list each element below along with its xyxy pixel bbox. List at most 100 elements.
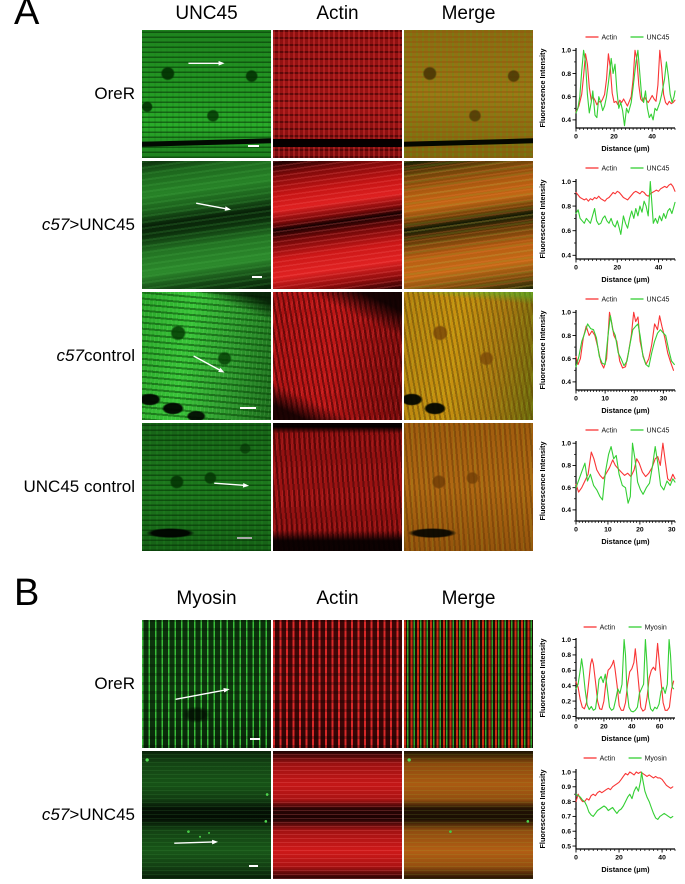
unc45-micrograph xyxy=(142,161,271,289)
y-tick-label: 0.6 xyxy=(562,356,572,363)
x-tick-label: 20 xyxy=(600,724,608,731)
row-label-part: UNC45 control xyxy=(23,477,136,496)
y-tick-label: 1.0 xyxy=(562,441,572,448)
arrow-annotation xyxy=(188,60,225,66)
x-axis-label: Distance (μm) xyxy=(601,537,650,546)
x-tick-label: 20 xyxy=(630,396,638,403)
unc45-micrograph xyxy=(142,423,271,551)
row-label: UNC45 control xyxy=(0,423,138,551)
x-tick-label: 40 xyxy=(658,855,666,862)
y-tick-label: 0.4 xyxy=(562,507,572,514)
legend-label-myosin: Myosin xyxy=(645,624,667,631)
x-axis-label: Distance (μm) xyxy=(601,406,650,415)
actin-micrograph xyxy=(273,30,402,158)
row-label: c57 control xyxy=(0,292,138,420)
row-label-part: c57 xyxy=(41,215,70,234)
scale-bar xyxy=(249,864,259,867)
legend-label-actin: Actin xyxy=(602,165,618,172)
y-tick-label: 0.6 xyxy=(562,829,572,836)
y-axis-label: Fluorescence Intensity xyxy=(538,48,547,128)
actin-micrograph xyxy=(273,292,402,420)
x-axis-label: Distance (μm) xyxy=(601,275,650,284)
row-label-part: OreR xyxy=(94,84,135,103)
y-tick-label: 0.0 xyxy=(562,714,572,721)
arrow-annotation xyxy=(174,839,219,845)
legend-label-actin: Actin xyxy=(602,34,618,41)
merge-micrograph xyxy=(404,620,533,748)
chart-container: 0.4 0.6 0.8 1.0 0 20 40 Actin UNC45 Fluorescence … xyxy=(536,28,685,160)
legend-label-actin: Actin xyxy=(602,296,618,303)
legend-label-actin: Actin xyxy=(600,755,616,762)
y-tick-label: 0.6 xyxy=(562,228,572,235)
y-tick-label: 0.8 xyxy=(562,463,572,470)
legend-label-unc45: UNC45 xyxy=(647,427,670,434)
row-label-part: >UNC45 xyxy=(69,805,135,824)
x-axis-label: Distance (μm) xyxy=(601,865,650,874)
y-tick-label: 0.4 xyxy=(562,683,572,690)
x-tick-label: 40 xyxy=(648,134,656,141)
legend-label-unc45: UNC45 xyxy=(647,296,670,303)
actin-micrograph xyxy=(273,751,402,879)
data-series-actin xyxy=(575,311,675,371)
fluorescence-chart: 0.4 0.6 0.8 1.0 0 10 20 30 Actin UNC45 Fluorescenc… xyxy=(538,296,676,415)
chart-axes xyxy=(575,179,675,260)
myosin-micrograph xyxy=(142,620,271,748)
x-axis-label: Distance (μm) xyxy=(601,144,650,153)
scale-bar xyxy=(247,145,259,148)
x-tick-label: 20 xyxy=(613,265,621,272)
y-tick-label: 1.0 xyxy=(562,48,572,55)
scale-bar xyxy=(240,407,257,410)
y-tick-label: 0.6 xyxy=(562,94,572,101)
row-label-part: c57 xyxy=(41,805,70,824)
scale-bar xyxy=(251,276,262,279)
x-tick-label: 0 xyxy=(574,527,578,534)
actin-micrograph xyxy=(273,423,402,551)
y-axis-label: Fluorescence Intensity xyxy=(538,179,547,259)
y-tick-label: 0.4 xyxy=(562,253,572,260)
y-tick-label: 0.7 xyxy=(562,814,572,821)
column-header-myosin: Myosin xyxy=(176,588,237,609)
y-tick-label: 0.8 xyxy=(562,71,572,78)
y-axis-label: Fluorescence Intensity xyxy=(538,441,547,521)
arrow-annotation xyxy=(214,482,250,488)
y-tick-label: 0.8 xyxy=(562,203,572,210)
chart-container: 0.4 0.6 0.8 1.0 0 10 20 30 Actin UNC45 Fluorescenc… xyxy=(536,421,685,553)
x-tick-label: 20 xyxy=(610,134,618,141)
chart-axes xyxy=(575,769,675,850)
row-label-part: control xyxy=(83,346,135,365)
column-header-merge: Merge xyxy=(441,588,496,609)
merge-micrograph xyxy=(404,161,533,289)
y-tick-label: 1.0 xyxy=(562,637,572,644)
data-series-actin xyxy=(575,183,676,202)
row-label-part: c57 xyxy=(56,346,84,365)
chart-container: 0.4 0.6 0.8 1.0 0 10 20 30 Actin UNC45 Fluorescenc… xyxy=(536,290,685,422)
y-tick-label: 0.5 xyxy=(562,843,572,850)
row-label: OreR xyxy=(0,30,138,158)
fluorescence-chart: 0.4 0.6 0.8 1.0 0 10 20 30 Actin UNC45 Fluorescenc… xyxy=(538,427,676,546)
data-series-actin xyxy=(575,642,675,712)
unc45-micrograph xyxy=(142,292,271,420)
y-tick-label: 0.6 xyxy=(562,485,572,492)
y-tick-label: 0.6 xyxy=(562,668,572,675)
column-header-actin: Actin xyxy=(316,588,359,609)
merge-micrograph xyxy=(404,423,533,551)
column-header-unc45: UNC45 xyxy=(175,3,238,24)
y-tick-label: 0.8 xyxy=(562,333,572,340)
merge-micrograph xyxy=(404,751,533,879)
x-tick-label: 10 xyxy=(601,396,609,403)
y-tick-label: 0.8 xyxy=(562,799,572,806)
x-tick-label: 0 xyxy=(574,265,578,272)
data-series-unc45 xyxy=(575,315,675,368)
row-label-part: OreR xyxy=(94,674,135,693)
data-series-actin xyxy=(575,771,674,803)
x-axis-label: Distance (μm) xyxy=(601,734,650,743)
y-tick-label: 1.0 xyxy=(562,310,572,317)
x-tick-label: 10 xyxy=(604,527,612,534)
legend-label-myosin: Myosin xyxy=(645,755,667,762)
x-tick-label: 20 xyxy=(636,527,644,534)
data-series-unc45 xyxy=(575,180,676,235)
x-tick-label: 0 xyxy=(574,134,578,141)
x-tick-label: 60 xyxy=(656,724,664,731)
chart-container: 0.4 0.6 0.8 1.0 0 20 40 Actin UNC45 Fluorescence … xyxy=(536,159,685,291)
